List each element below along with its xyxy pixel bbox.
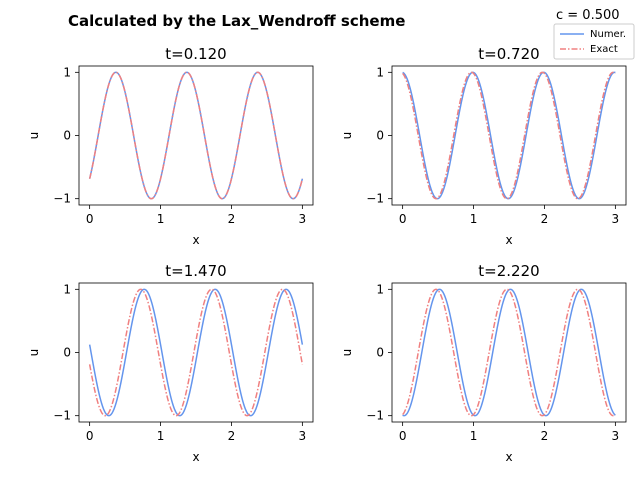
- legend: Numer. Exact: [553, 23, 635, 60]
- x-tick-label: 2: [228, 212, 236, 226]
- x-axis-label: x: [192, 450, 199, 464]
- figure-title: Calculated by the Lax_Wendroff scheme: [68, 12, 405, 30]
- subplot-title: t=0.720: [478, 45, 539, 63]
- x-tick-label: 2: [228, 429, 236, 443]
- subplot-3: t=1.470 0 1 2 3 1 0 −1 x u: [27, 262, 314, 464]
- x-tick-label: 1: [157, 212, 165, 226]
- x-axis-label: x: [505, 233, 512, 247]
- y-axis-label: u: [27, 132, 41, 140]
- y-tick-label: −1: [53, 409, 71, 423]
- y-tick-label: 1: [63, 65, 71, 79]
- y-tick-label: 1: [63, 282, 71, 296]
- courant-number-label: c = 0.500: [556, 8, 620, 23]
- x-tick-label: 3: [612, 212, 620, 226]
- series-numer-line: [402, 71, 616, 200]
- y-tick-label: −1: [53, 192, 71, 206]
- y-axis-label: u: [27, 349, 41, 357]
- y-tick-label: −1: [366, 192, 384, 206]
- series-exact-line: [88, 71, 304, 200]
- subplot-title: t=1.470: [165, 262, 226, 280]
- series-exact-line: [402, 71, 616, 200]
- series-exact-line: [402, 288, 616, 417]
- y-axis-label: u: [340, 349, 354, 357]
- x-tick-label: 2: [541, 212, 549, 226]
- x-axis-label: x: [505, 450, 512, 464]
- series-exact-line: [88, 288, 304, 417]
- y-tick-label: 1: [376, 282, 384, 296]
- subplot-title: t=2.220: [478, 262, 539, 280]
- axes-frame: [391, 282, 627, 423]
- y-tick-label: 1: [376, 65, 384, 79]
- y-tick-label: 0: [376, 346, 384, 360]
- y-tick-label: 0: [376, 129, 384, 143]
- y-tick-label: 0: [63, 346, 71, 360]
- subplot-2: t=0.720 0 1 2 3 1 0 −1 x u: [340, 45, 627, 247]
- x-tick-label: 1: [470, 429, 478, 443]
- x-tick-label: 1: [470, 212, 478, 226]
- x-tick-label: 0: [399, 429, 407, 443]
- x-tick-label: 3: [612, 429, 620, 443]
- legend-box: [553, 23, 635, 60]
- subplot-title: t=0.120: [165, 45, 226, 63]
- y-tick-label: −1: [366, 409, 384, 423]
- subplot-4: t=2.220 0 1 2 3 1 0 −1 x u: [340, 262, 627, 464]
- x-tick-label: 1: [157, 429, 165, 443]
- axes-frame: [391, 65, 627, 206]
- axes-frame: [78, 65, 314, 206]
- series-numer-line: [402, 288, 616, 417]
- subplot-1: t=0.120 0 1 2 3 1 0 −1 x u: [27, 45, 314, 247]
- x-tick-label: 3: [299, 429, 307, 443]
- x-tick-label: 3: [299, 212, 307, 226]
- x-tick-label: 2: [541, 429, 549, 443]
- x-tick-label: 0: [86, 212, 94, 226]
- y-axis-label: u: [340, 132, 354, 140]
- y-tick-label: 0: [63, 129, 71, 143]
- series-numer-line: [88, 288, 304, 417]
- x-tick-label: 0: [86, 429, 94, 443]
- x-axis-label: x: [192, 233, 199, 247]
- legend-exact-label: Exact: [590, 44, 618, 55]
- legend-numer-label: Numer.: [590, 29, 626, 40]
- x-tick-label: 0: [399, 212, 407, 226]
